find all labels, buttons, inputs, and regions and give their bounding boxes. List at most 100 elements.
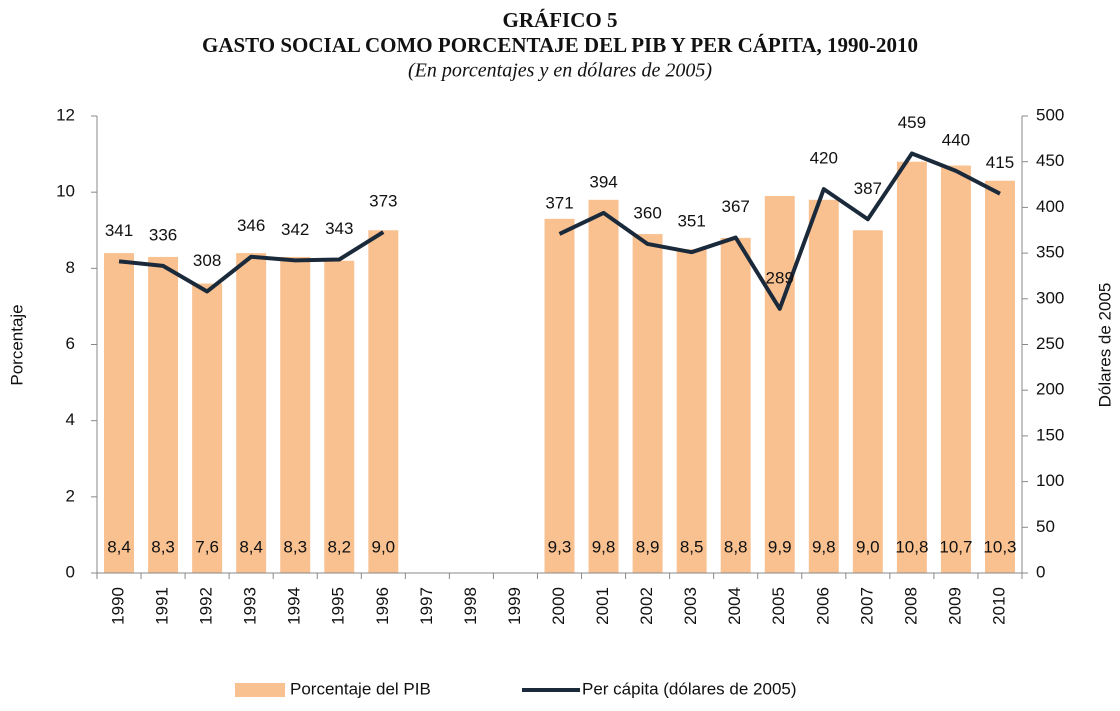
y-tick-label: 2 xyxy=(66,486,75,505)
line-value-label: 342 xyxy=(281,220,309,239)
chart-title: GRÁFICO 5 xyxy=(503,8,618,32)
bar-value-label: 7,6 xyxy=(195,537,219,556)
bar-value-label: 8,4 xyxy=(107,537,131,556)
bar-value-label: 8,3 xyxy=(151,537,175,556)
line-value-label: 373 xyxy=(369,192,397,211)
bar xyxy=(280,256,311,573)
y2-tick-label: 150 xyxy=(1036,425,1064,444)
x-tick-label: 2001 xyxy=(593,587,612,625)
y-tick-label: 0 xyxy=(66,562,75,581)
chart-note: (En porcentajes y en dólares de 2005) xyxy=(408,60,712,82)
line-value-label: 336 xyxy=(149,225,177,244)
bar-value-label: 10,7 xyxy=(939,537,972,556)
x-tick-label: 1994 xyxy=(285,587,304,625)
x-tick-label: 1992 xyxy=(197,587,216,625)
x-tick-label: 1996 xyxy=(373,587,392,625)
bar xyxy=(808,199,839,574)
line-value-label: 360 xyxy=(633,203,661,222)
y2-tick-label: 450 xyxy=(1036,151,1064,170)
x-tick-label: 1990 xyxy=(109,587,128,625)
line-value-label: 351 xyxy=(677,212,705,231)
bar xyxy=(764,195,795,573)
x-tick-label: 2010 xyxy=(989,587,1008,625)
x-tick-label: 2009 xyxy=(945,587,964,625)
y-tick-label: 12 xyxy=(56,105,75,124)
x-tick-label: 1991 xyxy=(153,587,172,625)
bar-value-label: 8,9 xyxy=(636,537,660,556)
bar-value-label: 8,4 xyxy=(239,537,263,556)
y2-axis-title: Dólares de 2005 xyxy=(1095,283,1114,408)
legend-label: Per cápita (dólares de 2005) xyxy=(582,679,797,698)
line xyxy=(118,151,1001,311)
x-tick-label: 1999 xyxy=(505,587,524,625)
bar xyxy=(852,230,883,573)
bar-value-label: 9,8 xyxy=(592,537,616,556)
bar-value-label: 9,3 xyxy=(548,537,572,556)
bar xyxy=(368,230,399,573)
y-tick-label: 4 xyxy=(66,410,75,429)
bar xyxy=(940,165,971,573)
bar xyxy=(192,283,223,573)
x-tick-label: 2005 xyxy=(769,587,788,625)
bar xyxy=(985,180,1015,573)
bar-value-label: 9,0 xyxy=(371,537,395,556)
y-tick-label: 8 xyxy=(66,258,75,277)
y2-tick-label: 100 xyxy=(1036,471,1064,490)
line-value-label: 346 xyxy=(237,216,265,235)
x-tick-label: 2006 xyxy=(813,587,832,625)
x-tick-label: 2003 xyxy=(681,587,700,625)
x-tick-label: 2000 xyxy=(549,587,568,625)
bar-value-label: 8,8 xyxy=(724,537,748,556)
y2-tick-label: 350 xyxy=(1036,243,1064,262)
line-value-label: 415 xyxy=(986,153,1014,172)
bar-value-label: 9,8 xyxy=(812,537,836,556)
line-value-label: 387 xyxy=(854,179,882,198)
y2-tick-label: 200 xyxy=(1036,380,1064,399)
line-value-label: 371 xyxy=(545,193,573,212)
x-tick-label: 1998 xyxy=(461,587,480,625)
legend-label: Porcentaje del PIB xyxy=(290,679,431,698)
bar xyxy=(676,249,707,573)
y2-tick-label: 0 xyxy=(1036,562,1045,581)
bar xyxy=(720,237,751,573)
x-tick-label: 1995 xyxy=(329,587,348,625)
line-value-label: 308 xyxy=(193,251,221,270)
bar xyxy=(632,234,663,573)
chart-subtitle: GASTO SOCIAL COMO PORCENTAJE DEL PIB Y P… xyxy=(202,33,918,57)
bar xyxy=(148,256,179,573)
y2-tick-label: 300 xyxy=(1036,288,1064,307)
x-tick-label: 2004 xyxy=(725,587,744,625)
x-tick-label: 2008 xyxy=(901,587,920,625)
y2-tick-label: 400 xyxy=(1036,197,1064,216)
y-tick-label: 10 xyxy=(56,182,75,201)
line-value-label: 420 xyxy=(810,149,838,168)
x-tick-label: 2007 xyxy=(857,587,876,625)
bar xyxy=(104,253,134,573)
x-tick-label: 2002 xyxy=(637,587,656,625)
line-value-label: 394 xyxy=(589,172,617,191)
x-tick-label: 1997 xyxy=(417,587,436,625)
bar-value-label: 10,3 xyxy=(983,537,1016,556)
bar xyxy=(896,161,927,573)
bar xyxy=(544,218,575,573)
line-value-label: 289 xyxy=(766,268,794,287)
bar xyxy=(236,253,267,573)
bar-value-label: 8,3 xyxy=(283,537,307,556)
line-value-label: 367 xyxy=(722,197,750,216)
bar xyxy=(588,199,619,574)
line-value-label: 440 xyxy=(942,130,970,149)
bar xyxy=(324,260,355,573)
y2-tick-label: 50 xyxy=(1036,517,1055,536)
y-tick-label: 6 xyxy=(66,334,75,353)
line-value-label: 343 xyxy=(325,219,353,238)
bar-value-label: 8,5 xyxy=(680,537,704,556)
y2-tick-label: 500 xyxy=(1036,105,1064,124)
line-value-label: 341 xyxy=(105,221,133,240)
y2-tick-label: 250 xyxy=(1036,334,1064,353)
bar-value-label: 10,8 xyxy=(895,537,928,556)
y-axis-title: Porcentaje xyxy=(7,304,26,385)
line-value-label: 459 xyxy=(898,113,926,132)
legend-swatch xyxy=(235,683,285,697)
bar-value-label: 8,2 xyxy=(327,537,351,556)
